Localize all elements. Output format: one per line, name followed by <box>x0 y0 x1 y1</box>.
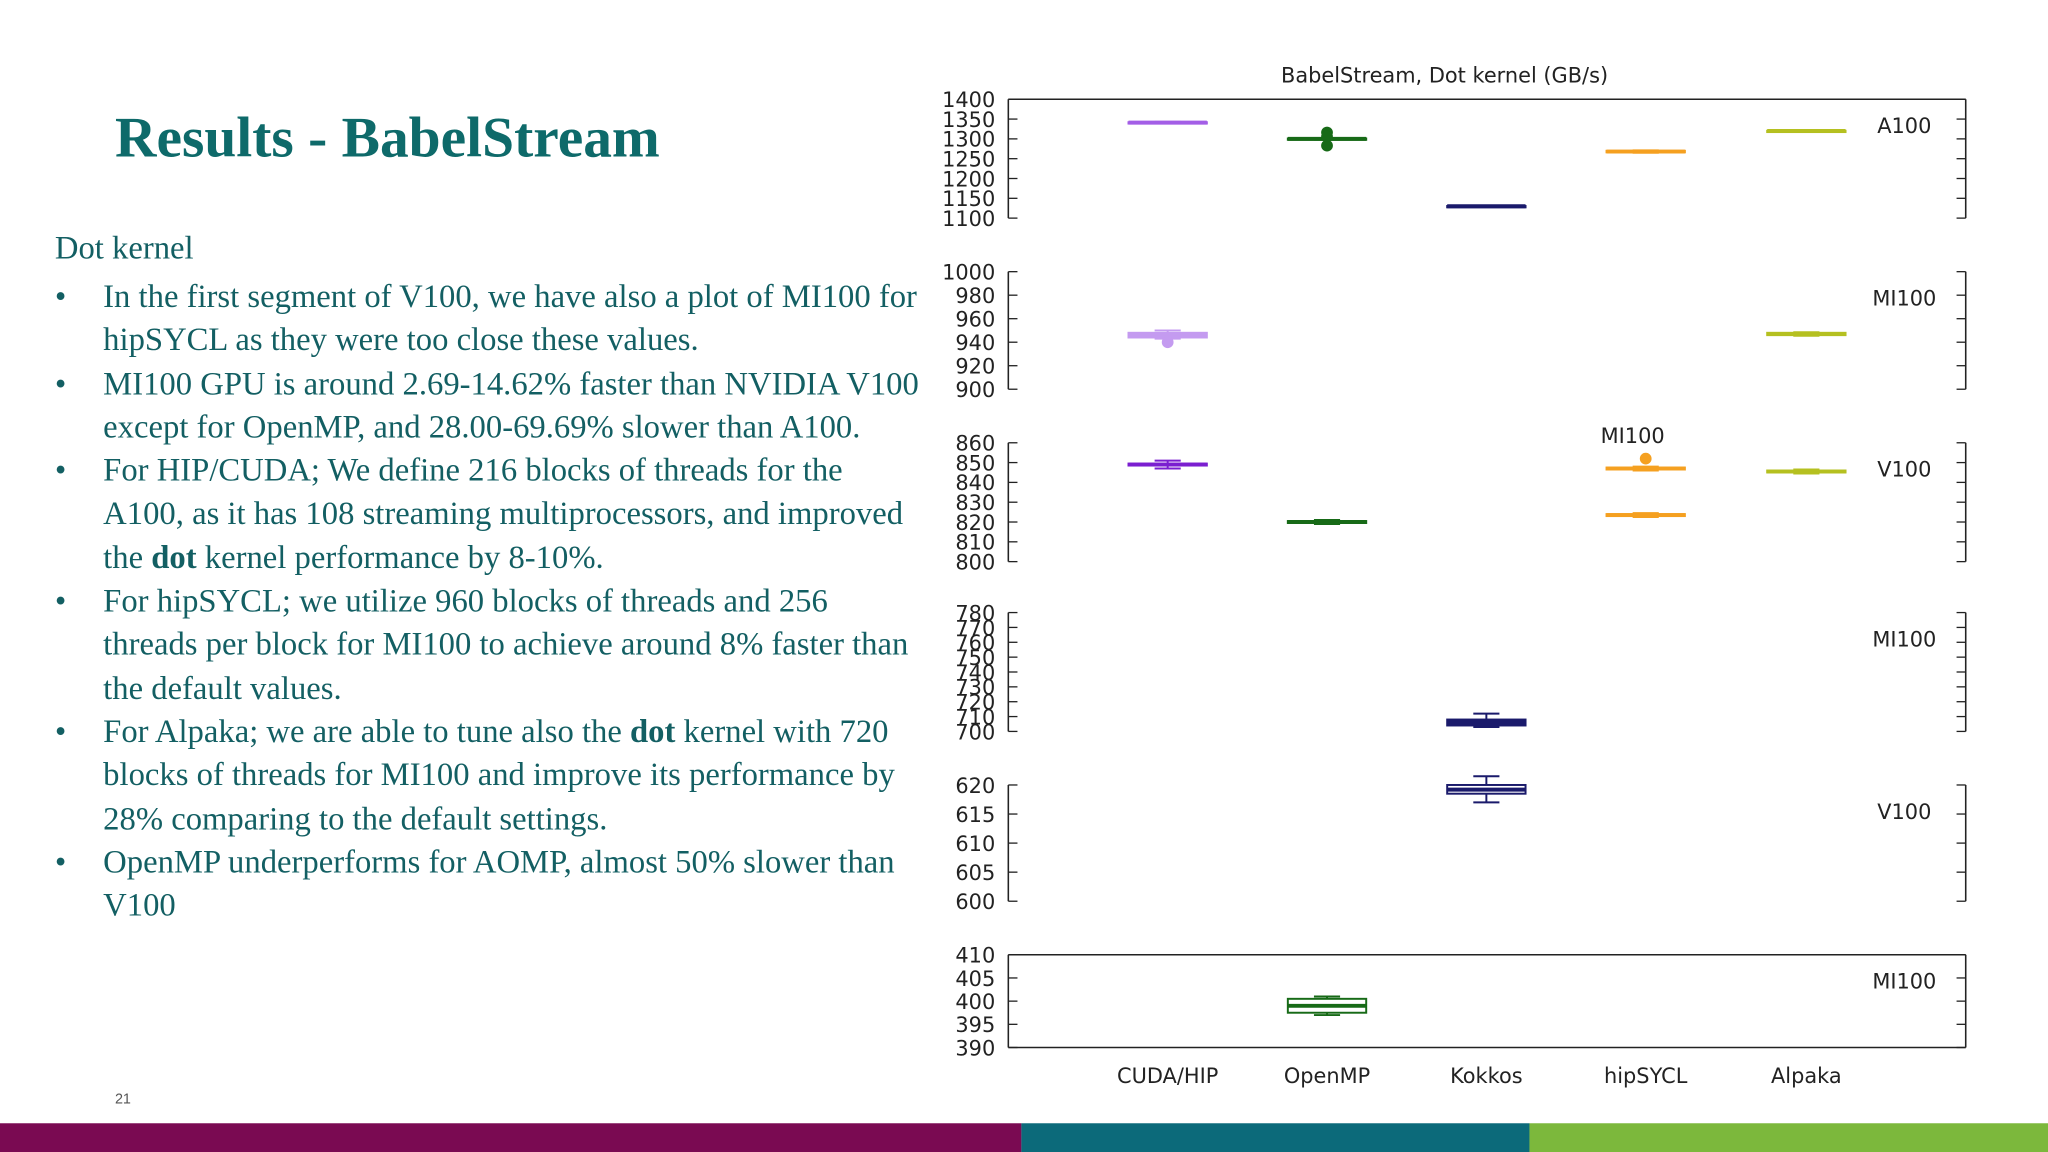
y-tick-label: 390 <box>955 1036 995 1060</box>
outlier <box>1161 336 1174 349</box>
bullet-text: kernel performance by 8-10%. <box>196 540 604 576</box>
y-tick-label: 850 <box>955 451 995 475</box>
bullet: OpenMP underperforms for AOMP, almost 50… <box>55 841 924 928</box>
y-tick-label: 620 <box>955 774 995 798</box>
section-label: Dot kernel <box>54 231 194 267</box>
y-tick-label: 770 <box>955 616 995 640</box>
x-tick-label: Kokkos <box>1450 1064 1523 1088</box>
x-tick-label: hipSYCL <box>1604 1064 1688 1088</box>
y-tick-label: 940 <box>955 331 995 355</box>
y-tick-label: 860 <box>955 432 995 456</box>
y-tick-label: 730 <box>955 676 995 700</box>
y-tick-label: 710 <box>955 705 995 729</box>
y-tick-label: 1150 <box>942 187 995 211</box>
page-number: 21 <box>114 1091 131 1108</box>
y-tick-label: 1300 <box>942 128 995 152</box>
y-tick-label: 760 <box>955 631 995 655</box>
panel-label: MI100 <box>1872 287 1936 311</box>
y-tick-label: 960 <box>955 308 995 332</box>
y-tick-label: 410 <box>955 944 995 968</box>
y-tick-label: 605 <box>955 861 995 885</box>
y-tick-label: 1400 <box>942 88 995 112</box>
y-tick-label: 610 <box>955 832 995 856</box>
slide-title: Results - BabelStream <box>114 105 660 170</box>
footer-bar <box>1529 1123 2048 1152</box>
y-tick-label: 700 <box>955 720 995 744</box>
y-tick-label: 720 <box>955 691 995 715</box>
y-tick-label: 800 <box>955 550 995 574</box>
panel-label: MI100 <box>1872 628 1936 652</box>
bullet-text: For Alpaka; we are able to tune also the <box>103 714 631 750</box>
y-tick-label: 780 <box>955 601 995 625</box>
footer-bar <box>1021 1123 1530 1152</box>
y-tick-label: 750 <box>955 646 995 670</box>
y-tick-label: 600 <box>955 890 995 914</box>
bullet: For HIP/CUDA; We define 216 blocks of th… <box>55 450 924 580</box>
x-tick-label: Alpaka <box>1771 1064 1842 1088</box>
y-tick-label: 1200 <box>942 167 995 191</box>
panel-label: MI100 <box>1872 970 1936 994</box>
bullet-text: In the first segment of V100, we have al… <box>103 279 917 359</box>
y-tick-label: 405 <box>955 967 995 991</box>
bullet-text: kernel with 720 blocks of threads for MI… <box>103 714 895 837</box>
y-tick-label: 1000 <box>942 261 995 285</box>
annotation: MI100 <box>1601 424 1665 448</box>
outlier <box>1639 452 1652 465</box>
bullet-text: dot <box>630 714 676 750</box>
outlier <box>1321 130 1333 143</box>
bullet-text: MI100 GPU is around 2.69-14.62% faster t… <box>103 366 919 446</box>
chart-title: BabelStream, Dot kernel (GB/s) <box>1281 63 1608 87</box>
panel-label: A100 <box>1877 114 1931 138</box>
bullet: For Alpaka; we are able to tune also the… <box>55 710 924 840</box>
y-tick-label: 820 <box>955 511 995 535</box>
y-tick-label: 810 <box>955 531 995 555</box>
y-tick-label: 840 <box>955 471 995 495</box>
y-tick-label: 920 <box>955 355 995 379</box>
bullet-text: For hipSYCL; we utilize 960 blocks of th… <box>103 583 909 707</box>
bullet-list: In the first segment of V100, we have al… <box>55 276 924 928</box>
y-tick-label: 830 <box>955 491 995 515</box>
y-tick-label: 395 <box>955 1013 995 1037</box>
y-tick-label: 615 <box>955 803 995 827</box>
bullet-text: OpenMP underperforms for AOMP, almost 50… <box>103 844 895 924</box>
panel-label: V100 <box>1877 458 1931 482</box>
y-tick-label: 1100 <box>942 207 995 231</box>
bullet-text: dot <box>151 540 197 576</box>
outlier <box>1321 139 1333 152</box>
y-tick-label: 980 <box>955 284 995 308</box>
bullet: In the first segment of V100, we have al… <box>55 276 924 363</box>
x-tick-label: OpenMP <box>1284 1064 1370 1088</box>
panel-label: V100 <box>1877 800 1931 824</box>
footer-bar <box>0 1123 1022 1152</box>
bullet: MI100 GPU is around 2.69-14.62% faster t… <box>55 363 924 450</box>
x-tick-label: CUDA/HIP <box>1117 1064 1218 1088</box>
bullet: For hipSYCL; we utilize 960 blocks of th… <box>55 580 924 710</box>
y-tick-label: 740 <box>955 661 995 685</box>
y-tick-label: 1350 <box>942 108 995 132</box>
y-tick-label: 900 <box>955 378 995 402</box>
y-tick-label: 1250 <box>942 148 995 172</box>
bullet-text: For HIP/CUDA; We define 216 blocks of th… <box>103 453 904 576</box>
y-tick-label: 400 <box>955 990 995 1014</box>
